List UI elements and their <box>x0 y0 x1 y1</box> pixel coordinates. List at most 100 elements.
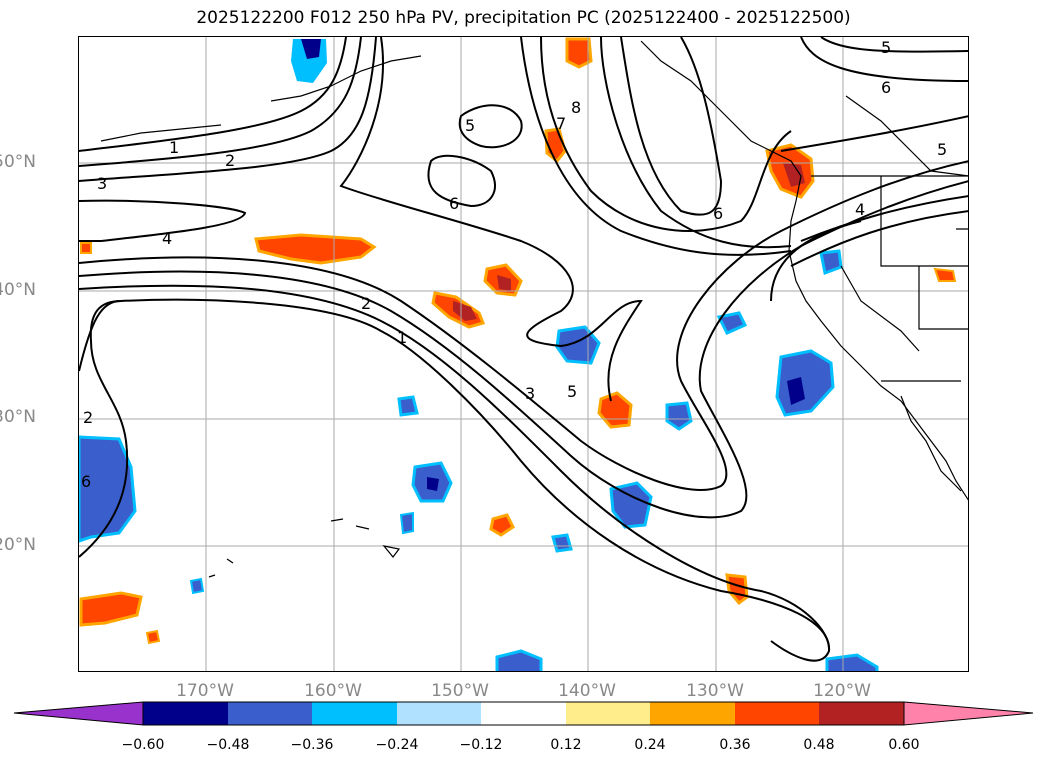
precip-blob <box>665 401 693 431</box>
colorbar-tick-label: −0.36 <box>290 737 334 753</box>
contour-labels: 1 2 3 4 2 1 3 5 5 6 7 8 6 5 6 5 4 2 6 <box>81 38 947 491</box>
colorbar-lower-extension <box>13 701 144 726</box>
precip-blob <box>80 242 92 254</box>
precip-blob <box>254 233 377 265</box>
colorbar-segment <box>650 702 735 725</box>
contour-label: 1 <box>397 328 407 347</box>
pv-contour <box>79 298 831 652</box>
pv-contour <box>79 37 362 167</box>
colorbar-tick-label: 0.36 <box>719 737 751 753</box>
colorbar-upper-extension <box>903 701 1034 726</box>
pv-contour <box>79 37 377 182</box>
colorbar-tick-label: 0.60 <box>888 737 920 753</box>
colorbar-segment <box>481 702 566 725</box>
map-canvas: 1 2 3 4 2 1 3 5 5 6 7 8 6 5 6 5 4 2 6 <box>79 37 968 671</box>
colorbar-tick-label: 0.48 <box>803 737 835 753</box>
precip-blob <box>489 513 515 537</box>
pv-contour <box>520 37 792 256</box>
lon-label-170w: 170°W <box>176 681 234 701</box>
pv-contour <box>79 199 247 242</box>
precip-blob <box>497 275 511 291</box>
pv-contour <box>339 37 643 402</box>
precip-blob <box>725 573 749 606</box>
map-panel: 1 2 3 4 2 1 3 5 5 6 7 8 6 5 6 5 4 2 6 <box>78 36 969 672</box>
colorbar-tick-label: −0.48 <box>206 737 250 753</box>
contour-label: 3 <box>525 384 535 403</box>
contour-label: 5 <box>937 140 947 159</box>
contour-label: 6 <box>881 78 891 97</box>
contour-label: 7 <box>556 114 566 133</box>
precip-positive-areas <box>79 37 957 645</box>
precip-blob <box>427 477 439 491</box>
precip-blob <box>716 311 748 335</box>
pv-contour <box>79 284 831 662</box>
precip-blob <box>609 481 653 529</box>
pv-contour <box>600 37 792 249</box>
colorbar-tick-label: −0.12 <box>459 737 503 753</box>
contour-label: 4 <box>162 229 172 248</box>
contour-label: 1 <box>169 138 179 157</box>
pv-contour <box>770 220 862 302</box>
pv-contour <box>800 37 968 82</box>
colorbar <box>13 701 1034 726</box>
lon-label-120w: 120°W <box>813 681 871 701</box>
pv-contour <box>800 195 968 242</box>
precip-blob <box>775 349 835 417</box>
contour-label: 2 <box>225 151 235 170</box>
pv-contour <box>79 180 968 519</box>
pv-contour <box>620 37 723 216</box>
precip-blob <box>189 577 205 595</box>
precip-blob <box>819 249 843 276</box>
pv-contour <box>458 104 523 149</box>
precip-blob <box>551 533 573 553</box>
pv-contours <box>79 37 968 662</box>
precip-blob <box>453 301 477 321</box>
colorbar-segment <box>735 702 819 725</box>
lon-label-140w: 140°W <box>558 681 616 701</box>
pv-contour <box>820 37 968 53</box>
colorbar-segment <box>143 702 228 725</box>
precip-blob <box>397 395 419 417</box>
precip-blob <box>825 653 879 671</box>
colorbar-segment <box>566 702 650 725</box>
colorbar-tick-label: 0.24 <box>634 737 666 753</box>
lat-label-30n: 30°N <box>0 407 36 427</box>
lat-label-20n: 20°N <box>0 535 36 555</box>
pv-contour <box>790 210 968 267</box>
precip-blob <box>79 591 143 627</box>
precip-blob <box>597 391 633 429</box>
precip-blob <box>145 629 161 645</box>
precip-blob <box>933 267 957 282</box>
map-title: 2025122200 F012 250 hPa PV, precipitatio… <box>196 8 851 28</box>
lon-label-130w: 130°W <box>686 681 744 701</box>
precip-negative-areas <box>79 39 879 671</box>
colorbar-tick-label: −0.60 <box>121 737 165 753</box>
gridlines <box>79 37 968 671</box>
contour-label: 5 <box>465 116 475 135</box>
contour-label: 2 <box>361 294 371 313</box>
precip-blob <box>565 37 593 69</box>
contour-label: 6 <box>449 194 459 213</box>
contour-label: 4 <box>855 200 865 219</box>
contour-label: 6 <box>81 472 91 491</box>
coastlines <box>100 40 968 578</box>
colorbar-segment <box>312 702 397 725</box>
lat-label-50n: 50°N <box>0 152 36 172</box>
pv-contour <box>79 37 347 152</box>
lon-label-150w: 150°W <box>431 681 489 701</box>
colorbar-segment <box>397 702 481 725</box>
pv-contour <box>780 115 968 152</box>
colorbar-segment <box>819 702 904 725</box>
colorbar-segment <box>228 702 312 725</box>
pv-contour <box>79 160 968 491</box>
precip-blob <box>495 649 543 671</box>
lon-label-160w: 160°W <box>304 681 362 701</box>
contour-label: 8 <box>571 98 581 117</box>
contour-label: 5 <box>567 382 577 401</box>
colorbar-tick-label: 0.12 <box>550 737 582 753</box>
contour-label: 2 <box>83 408 93 427</box>
contour-label: 5 <box>881 38 891 57</box>
precip-blob <box>301 39 321 59</box>
pv-contour <box>427 154 496 208</box>
contour-label: 6 <box>713 204 723 223</box>
